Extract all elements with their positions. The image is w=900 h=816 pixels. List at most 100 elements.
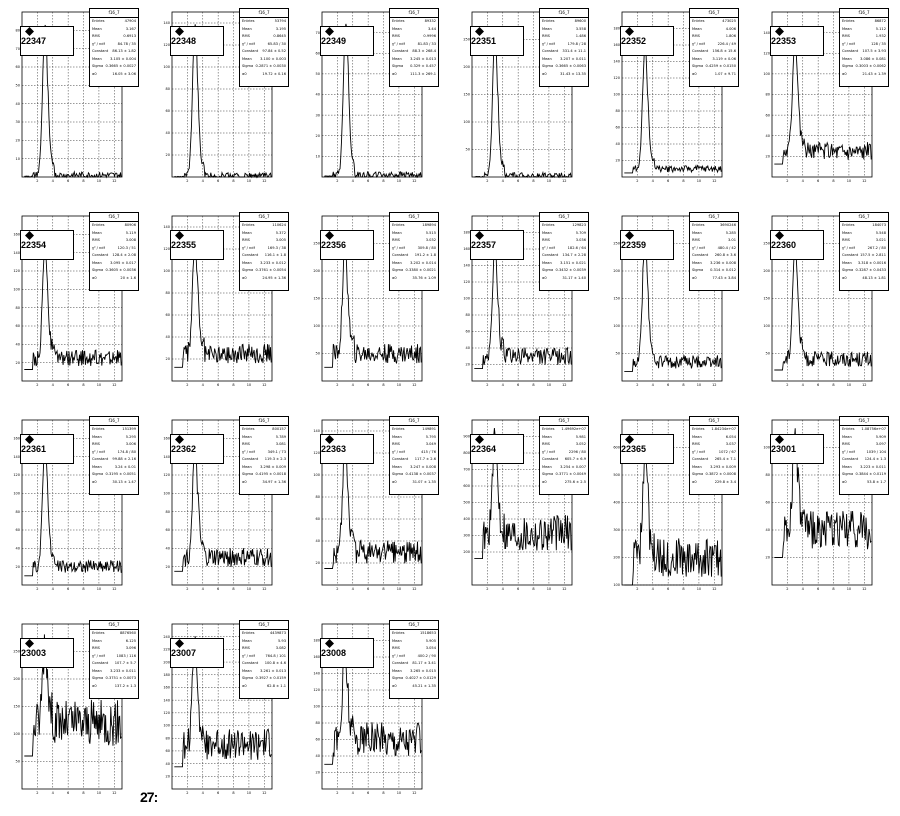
x-tick-label: 4	[52, 791, 55, 795]
y-tick-label: 80	[166, 510, 170, 514]
x-tick-label: 6	[667, 179, 669, 183]
histogram-series	[324, 435, 422, 569]
y-tick-label: 60	[16, 65, 20, 69]
run-number: 22362	[171, 444, 197, 454]
stats-value: 107.5 ± 3.93	[862, 49, 886, 53]
plot-frame	[321, 419, 423, 586]
stats-value: 45.21 ± 1.35	[412, 683, 436, 688]
x-tick-label: 10	[97, 587, 101, 591]
x-tick-label: 6	[667, 587, 669, 591]
stats-value: 605.7 ± 6.9	[564, 457, 586, 461]
histogram-series	[24, 243, 122, 370]
stats-row: α0 35.76 ± 1.09	[390, 275, 438, 283]
stats-value: 267.2 / 80	[867, 245, 886, 250]
stats-row: RMS 3.081	[240, 441, 288, 449]
stats-value: 5.789	[275, 434, 286, 439]
run-label: 22351	[470, 26, 524, 56]
stats-key: Entries	[692, 427, 705, 431]
run-label: 23001	[770, 434, 824, 464]
y-tick-label: 120	[163, 43, 170, 47]
x-tick-label: 6	[367, 179, 369, 183]
stats-value: 3.082	[275, 646, 286, 650]
stats-row: χ² / ndf 400.2 / 90	[390, 653, 438, 661]
stats-key: Mean	[92, 230, 102, 235]
x-tick-label: 12	[112, 791, 116, 795]
stats-value: 97.84 ± 0.52	[262, 49, 286, 53]
stats-value: 0.4259 ± 0.0150	[705, 64, 736, 68]
y-tick-label: 40	[766, 134, 770, 138]
x-tick-label: 8	[232, 383, 234, 387]
stats-key: Sigma	[242, 472, 254, 476]
stats-box: Entries 47904 Mean 3.167 RMS 0.6913 χ² / ndf 84…	[89, 17, 139, 87]
stats-key: Constant	[842, 49, 859, 53]
run-label: 22355	[170, 230, 224, 260]
axis-caption	[162, 214, 232, 217]
stats-key: Entries	[392, 19, 405, 23]
stats-row: α0 20 ± 1.6	[90, 275, 138, 283]
axis-caption	[12, 622, 82, 625]
y-tick-label: 100	[763, 72, 770, 76]
y-tick-label: 100	[613, 324, 620, 328]
run-number: 22355	[171, 240, 197, 250]
stats-value: 3.151 ± 0.021	[560, 260, 586, 265]
stats-row: RMS 0.6913	[90, 33, 138, 41]
stats-row: RMS 3.049	[390, 441, 438, 449]
stats-value: 3.24 ± 0.01	[114, 464, 136, 469]
y-tick-label: 60	[466, 330, 470, 334]
stats-key: χ² / ndf	[242, 449, 255, 454]
stats-value: 3.293 ± 0.009	[710, 464, 736, 469]
stats-key: RMS	[692, 238, 700, 242]
stats-row: Mean 3.247 ± 0.008	[390, 464, 438, 472]
stats-value: 3.100 ± 0.003	[260, 56, 286, 61]
stats-value: 800157	[272, 427, 286, 431]
stats-row: Constant 157.5 ± 2.811	[840, 252, 888, 260]
stats-value: 1.49692e+07	[561, 427, 586, 431]
diamond-marker-icon	[625, 435, 634, 444]
stats-key: Constant	[242, 661, 259, 665]
stats-key: α0	[92, 683, 97, 688]
run-label: 22353	[770, 26, 824, 56]
stats-value: 31.43 ± 13.35	[560, 71, 586, 76]
y-tick-label: 150	[13, 705, 20, 709]
stats-key: Entries	[242, 631, 255, 635]
stats-row: Entries 473025	[690, 18, 738, 26]
stats-key: RMS	[392, 442, 400, 446]
stats-value: 3.298 ± 0.009	[260, 464, 286, 469]
stats-key: α0	[392, 683, 397, 688]
x-tick-label: 10	[247, 587, 251, 591]
stats-value: 89600	[574, 19, 586, 23]
y-tick-label: 100	[13, 288, 20, 292]
stats-box: Entries 53794 Mean 3.195 RMS 0.8645 χ² / ndf 65…	[239, 17, 289, 87]
stats-row: Constant 99.88 ± 2.16	[90, 456, 138, 464]
y-tick-label: 250	[313, 242, 320, 246]
y-tick-label: 100	[763, 446, 770, 450]
axis-caption	[312, 10, 382, 13]
stats-key: Constant	[692, 49, 709, 53]
stats-row: Mean 3.167	[90, 26, 138, 34]
stats-value: 3690246	[719, 223, 736, 227]
histogram-series	[174, 248, 272, 368]
stats-value: 3.245 ± 0.013	[410, 56, 436, 61]
x-tick-label: 4	[652, 179, 655, 183]
histogram-panel: 2 4 6 8 10 12 50 100 150 200 250 f16_7 Entries 89600 M…	[450, 0, 600, 204]
stats-row: RMS 1.486	[540, 33, 588, 41]
stats-value: 0.3771 ± 0.0049	[555, 472, 586, 476]
stats-value: 182.6 / 64	[567, 245, 586, 250]
x-tick-label: 6	[367, 791, 369, 795]
stats-row: Constant 128.4 ± 2.08	[90, 252, 138, 260]
x-tick-label: 10	[397, 383, 401, 387]
diamond-marker-icon	[775, 435, 784, 444]
stats-box: Entries 189894 Mean 5.515 RMS 3.032 χ² / ndf 30…	[389, 221, 439, 291]
x-tick-label: 2	[636, 587, 638, 591]
x-tick-label: 6	[367, 383, 369, 387]
y-tick-label: 50	[616, 352, 620, 356]
stats-row: RMS 3.082	[240, 645, 288, 653]
diamond-marker-icon	[475, 435, 484, 444]
stats-key: α0	[92, 71, 97, 76]
stats-key: Sigma	[392, 268, 404, 272]
y-tick-label: 100	[613, 583, 620, 587]
run-number: 23001	[771, 444, 797, 454]
stats-key: Mean	[542, 230, 552, 235]
stats-value: 3.01	[727, 238, 736, 242]
axis-caption	[762, 418, 832, 421]
